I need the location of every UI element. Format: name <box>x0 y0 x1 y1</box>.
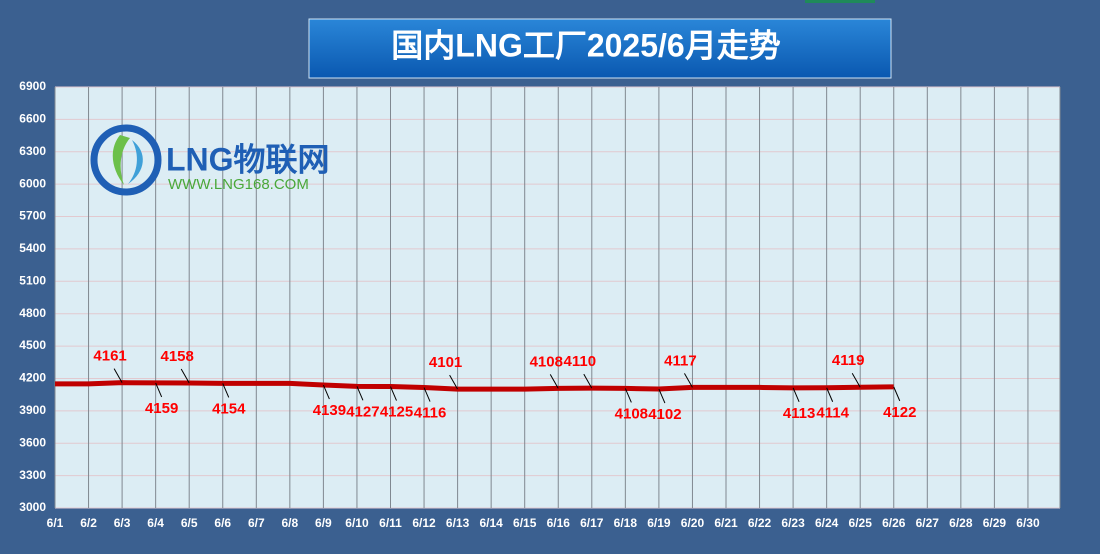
x-tick-label: 6/3 <box>114 516 131 530</box>
leader-line <box>449 374 459 390</box>
x-tick-label: 6/11 <box>379 516 402 530</box>
data-label: 4102 <box>648 406 681 423</box>
x-tick-label: 6/2 <box>80 516 97 530</box>
leader-line <box>356 386 364 401</box>
data-label: 4154 <box>212 400 246 417</box>
logo-name: LNG物联网 <box>166 141 330 177</box>
x-tick-label: 6/7 <box>248 516 265 530</box>
x-tick-label: 6/27 <box>916 516 940 530</box>
title-box <box>308 18 892 79</box>
data-label: 4159 <box>145 400 178 417</box>
data-label: 4110 <box>564 353 597 370</box>
x-tick-label: 6/22 <box>748 516 772 530</box>
y-tick-label: 4500 <box>19 338 46 352</box>
x-tick-label: 6/15 <box>513 516 537 530</box>
x-tick-label: 6/14 <box>479 516 503 530</box>
data-label: 4108 <box>615 405 648 422</box>
y-tick-label: 6600 <box>19 112 46 126</box>
x-tick-label: 6/26 <box>882 516 906 530</box>
y-tick-label: 4200 <box>19 371 46 385</box>
data-label: 4127 <box>346 403 379 420</box>
x-tick-label: 6/29 <box>983 516 1007 530</box>
data-label: 4161 <box>93 348 126 365</box>
leader-line <box>893 386 901 402</box>
leader-line <box>113 368 123 383</box>
data-label: 4108 <box>530 353 563 370</box>
y-tick-label: 6300 <box>19 144 46 158</box>
y-tick-label: 5100 <box>19 273 46 287</box>
y-tick-label: 5700 <box>19 209 46 223</box>
data-label: 4117 <box>664 352 697 369</box>
x-tick-label: 6/6 <box>214 516 231 530</box>
y-tick-label: 6000 <box>19 176 46 190</box>
series-line <box>55 380 894 392</box>
x-tick-label: 6/13 <box>446 516 470 530</box>
logo-leaf <box>112 135 130 185</box>
x-tick-label: 6/18 <box>614 516 638 530</box>
x-tick-label: 6/12 <box>412 516 436 530</box>
x-tick-label: 6/17 <box>580 516 604 530</box>
y-tick-label: 3900 <box>19 403 46 417</box>
logo-ring <box>90 124 162 196</box>
y-tick-label: 5400 <box>19 241 46 255</box>
data-label: 4119 <box>832 352 865 369</box>
x-tick-label: 6/8 <box>282 516 299 530</box>
leader-line <box>684 373 693 388</box>
leader-line <box>826 387 834 402</box>
data-label: 4122 <box>883 404 916 421</box>
x-tick-label: 6/30 <box>1016 516 1040 530</box>
leader-line <box>583 373 593 389</box>
leader-line <box>792 387 800 403</box>
x-tick-label: 6/16 <box>547 516 571 530</box>
x-tick-label: 6/10 <box>345 516 369 530</box>
leader-line <box>423 387 431 402</box>
data-label: 4116 <box>414 404 447 421</box>
data-label: 4139 <box>313 402 346 419</box>
leader-line <box>155 382 163 398</box>
y-tick-label: 3300 <box>19 468 46 482</box>
chart-title: 国内LNG工厂2025/6月走势 <box>391 27 780 63</box>
leader-line <box>851 372 861 388</box>
x-tick-label: 6/25 <box>849 516 873 530</box>
y-tick-label: 4800 <box>19 306 46 320</box>
logo-url: WWW.LNG168.COM <box>168 176 309 193</box>
x-tick-label: 6/28 <box>949 516 973 530</box>
logo-leaf <box>128 140 143 184</box>
data-label: 4158 <box>161 348 194 365</box>
x-tick-label: 6/4 <box>147 516 164 530</box>
leader-line <box>624 388 632 403</box>
leader-line <box>658 388 666 404</box>
x-tick-label: 6/20 <box>681 516 705 530</box>
x-tick-label: 6/9 <box>315 516 332 530</box>
y-tick-label: 3000 <box>19 500 46 514</box>
x-tick-label: 6/19 <box>647 516 671 530</box>
data-label: 4114 <box>816 405 849 422</box>
x-tick-label: 6/1 <box>47 516 64 530</box>
x-tick-label: 6/21 <box>714 516 738 530</box>
x-tick-label: 6/5 <box>181 516 198 530</box>
leader-line <box>322 384 330 400</box>
data-label: 4101 <box>429 354 462 371</box>
leader-line <box>222 383 230 398</box>
data-label: 4113 <box>783 405 816 422</box>
x-tick-label: 6/23 <box>781 516 805 530</box>
data-label: 4125 <box>380 404 413 421</box>
logo: LNG物联网 WWW.LNG168.COM <box>90 124 330 196</box>
y-tick-label: 6900 <box>19 79 46 93</box>
leader-line <box>390 386 397 401</box>
y-tick-label: 3600 <box>19 435 46 449</box>
leader-line <box>549 374 559 389</box>
top-accent <box>805 0 875 3</box>
leader-line <box>180 368 190 384</box>
x-tick-label: 6/24 <box>815 516 839 530</box>
